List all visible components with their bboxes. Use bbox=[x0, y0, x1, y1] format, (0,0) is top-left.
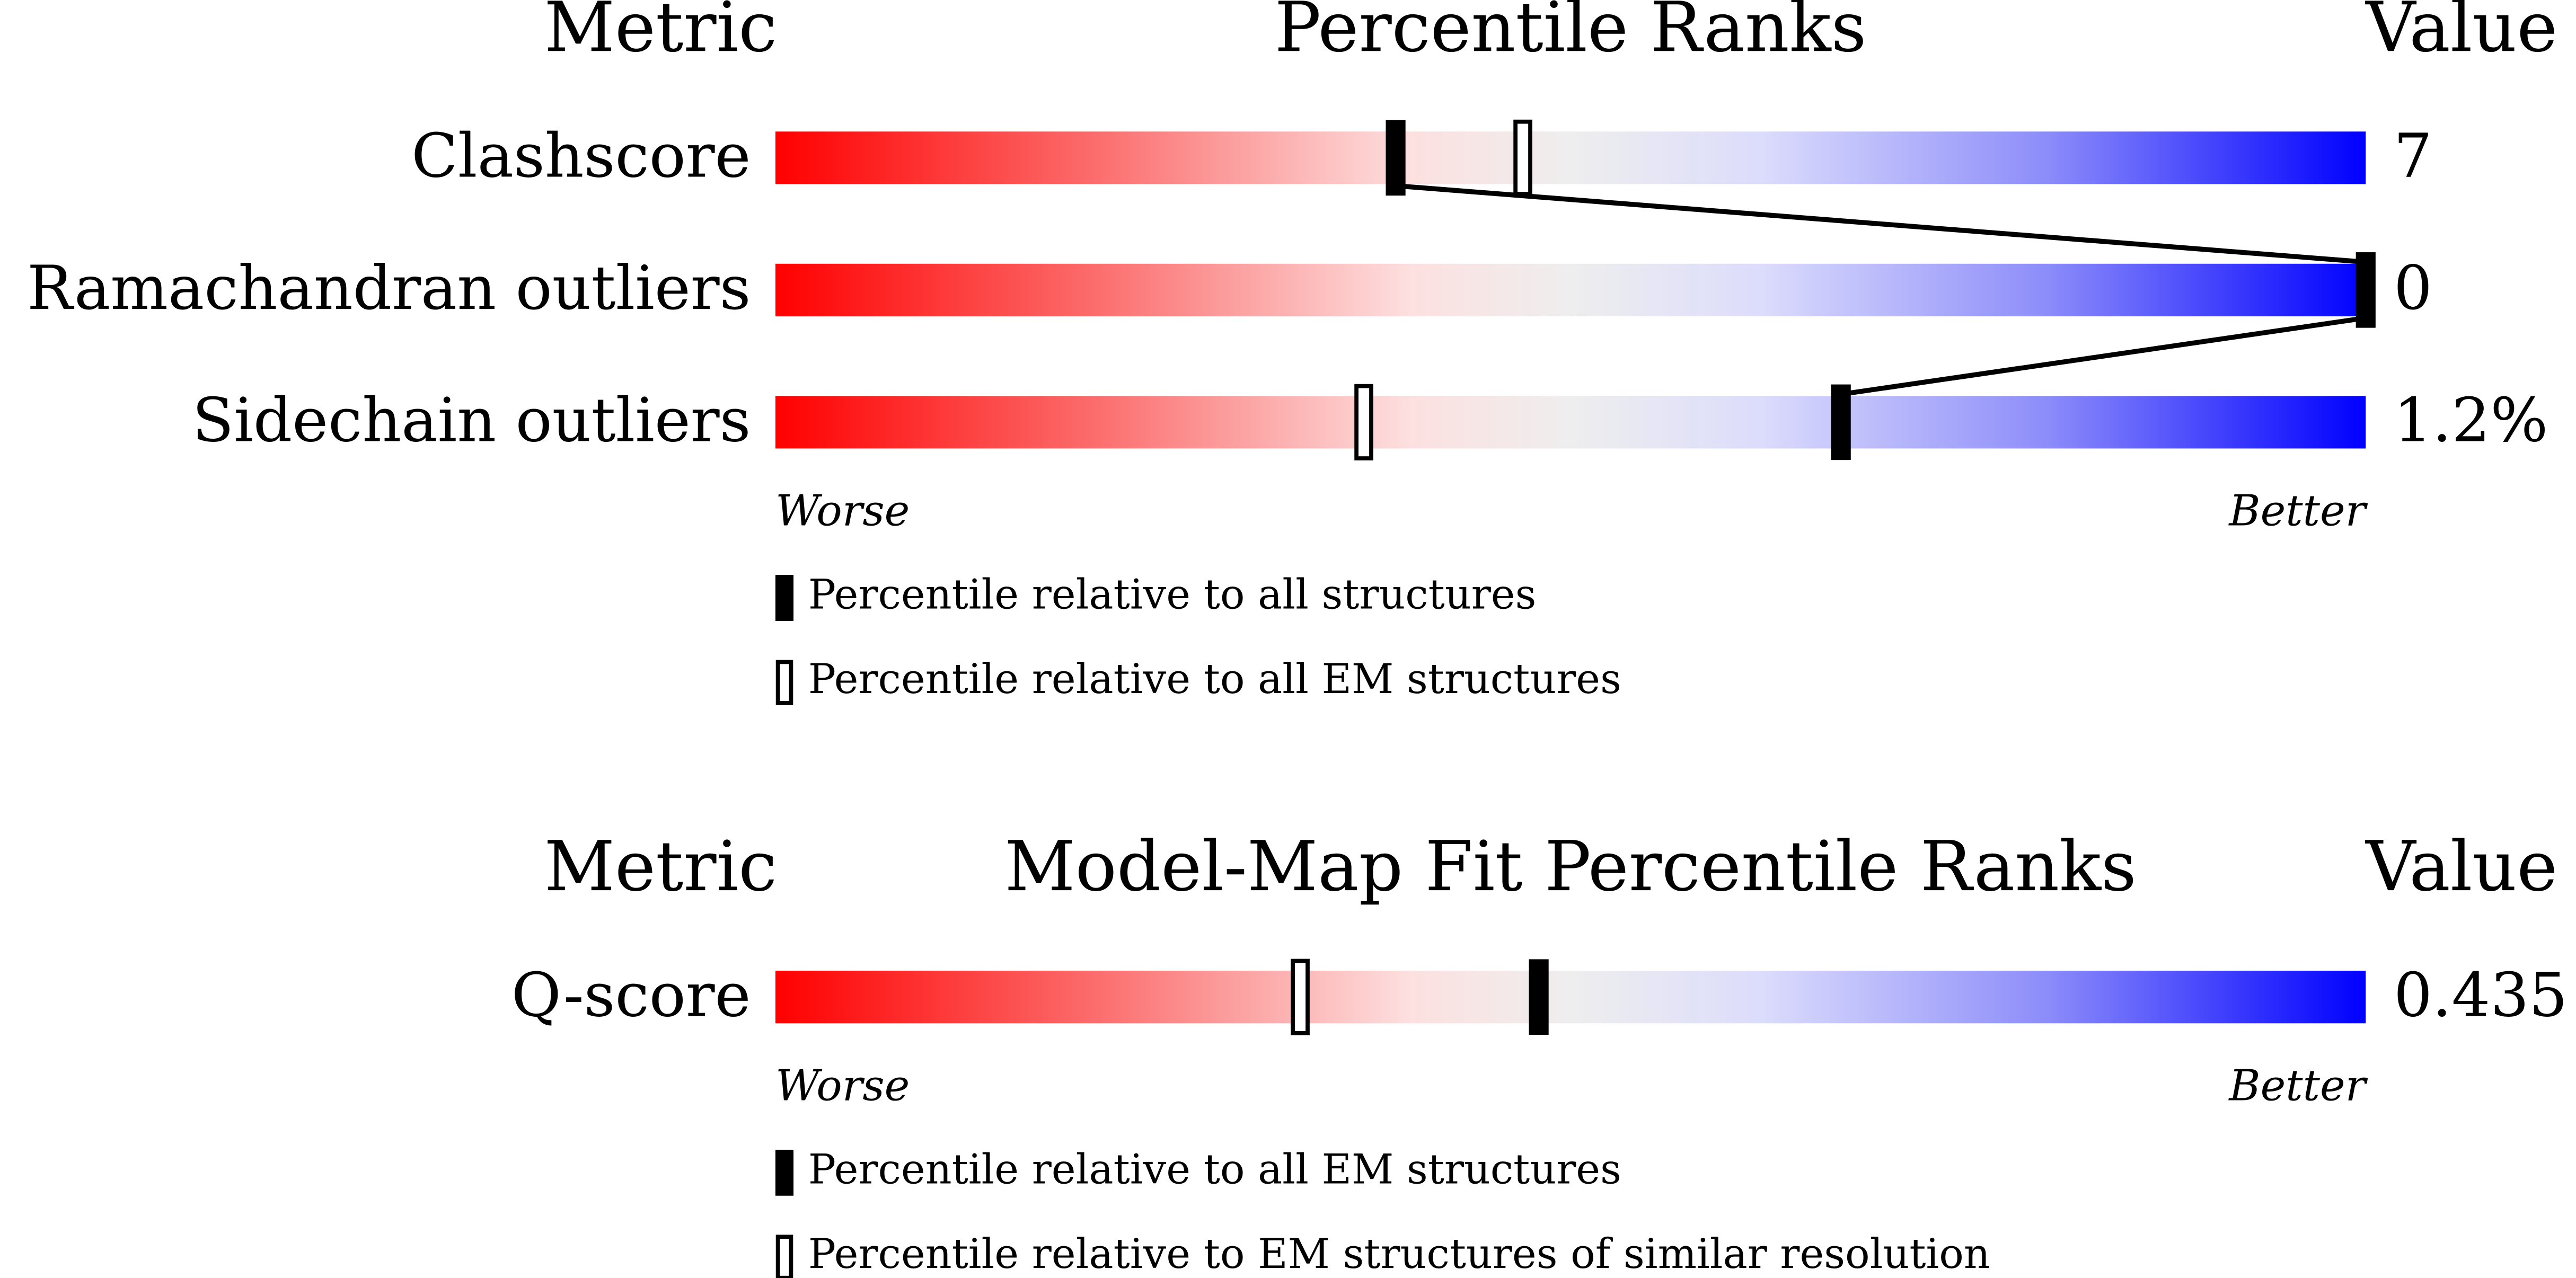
metric-value: 0.435 bbox=[2394, 960, 2568, 1031]
slider-bar bbox=[775, 263, 2366, 316]
slider-bar bbox=[775, 971, 2366, 1024]
metric-header: Metric bbox=[544, 826, 777, 907]
better-label: Better bbox=[2228, 1061, 2368, 1111]
metric-label: Ramachandran outliers bbox=[27, 253, 751, 324]
value-header: Value bbox=[2365, 0, 2557, 67]
legend-label: Percentile relative to EM structures of … bbox=[808, 1230, 1990, 1278]
legend-label: Percentile relative to all structures bbox=[808, 571, 1536, 619]
metric-value: 7 bbox=[2394, 121, 2432, 192]
legend-swatch bbox=[775, 575, 794, 621]
percentile-marker bbox=[1831, 384, 1851, 460]
metric-label: Clashscore bbox=[411, 121, 751, 192]
legend-swatch bbox=[775, 660, 793, 705]
metric-value: 0 bbox=[2394, 253, 2432, 324]
slider-bar bbox=[775, 131, 2366, 184]
chart-title: Model-Map Fit Percentile Ranks bbox=[1004, 826, 2137, 907]
value-header: Value bbox=[2365, 826, 2557, 907]
metric-value: 1.2% bbox=[2394, 386, 2548, 456]
metric-label: Sidechain outliers bbox=[192, 386, 751, 456]
connector-line bbox=[1395, 183, 2366, 265]
legend-swatch bbox=[775, 1149, 794, 1196]
metric-header: Metric bbox=[544, 0, 777, 67]
percentile-marker-open bbox=[1513, 119, 1532, 196]
percentile-marker-open bbox=[1291, 958, 1310, 1035]
percentile-marker bbox=[1529, 959, 1549, 1035]
connector-line bbox=[1840, 315, 2366, 397]
slider-bar bbox=[775, 396, 2366, 449]
legend-label: Percentile relative to all EM structures bbox=[808, 655, 1621, 703]
percentile-marker-open bbox=[1354, 384, 1373, 460]
metric-label: Q-score bbox=[511, 960, 751, 1031]
percentile-marker bbox=[2356, 252, 2376, 328]
chart-title: Percentile Ranks bbox=[1275, 0, 1867, 67]
better-label: Better bbox=[2228, 486, 2368, 536]
worse-label: Worse bbox=[775, 486, 910, 536]
worse-label: Worse bbox=[775, 1061, 910, 1111]
legend-swatch bbox=[775, 1235, 793, 1278]
legend-label: Percentile relative to all EM structures bbox=[808, 1146, 1621, 1193]
percentile-marker bbox=[1386, 120, 1406, 196]
